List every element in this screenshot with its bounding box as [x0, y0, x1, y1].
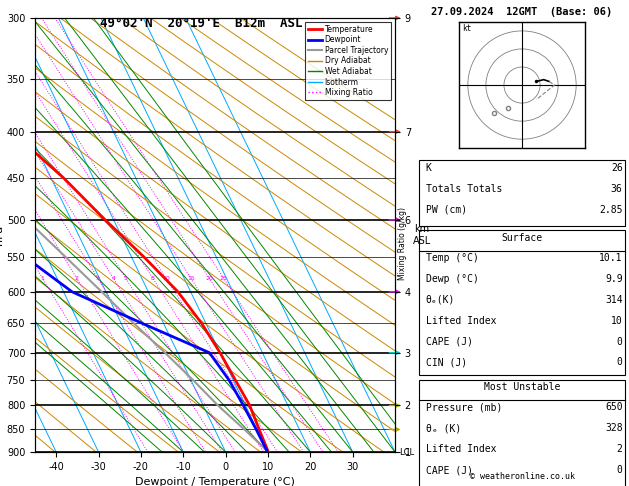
Text: 314: 314	[605, 295, 623, 305]
Text: CAPE (J): CAPE (J)	[426, 465, 473, 475]
X-axis label: Dewpoint / Temperature (°C): Dewpoint / Temperature (°C)	[135, 477, 295, 486]
Legend: Temperature, Dewpoint, Parcel Trajectory, Dry Adiabat, Wet Adiabat, Isotherm, Mi: Temperature, Dewpoint, Parcel Trajectory…	[305, 22, 391, 100]
Text: θₑ (K): θₑ (K)	[426, 423, 461, 434]
Text: Lifted Index: Lifted Index	[426, 316, 496, 326]
Text: 2.85: 2.85	[599, 205, 623, 215]
Text: 27.09.2024  12GMT  (Base: 06): 27.09.2024 12GMT (Base: 06)	[431, 7, 613, 17]
Text: CAPE (J): CAPE (J)	[426, 337, 473, 347]
Text: 2: 2	[75, 276, 79, 281]
Text: 26: 26	[611, 163, 623, 173]
Text: Surface: Surface	[501, 233, 543, 243]
Text: PW (cm): PW (cm)	[426, 205, 467, 215]
Text: 0: 0	[616, 465, 623, 475]
Text: CIN (J): CIN (J)	[426, 358, 467, 367]
Text: 2: 2	[616, 444, 623, 454]
Text: 10: 10	[162, 276, 170, 281]
Text: © weatheronline.co.uk: © weatheronline.co.uk	[469, 472, 574, 481]
Text: 3: 3	[96, 276, 100, 281]
Text: 5: 5	[124, 276, 128, 281]
Text: Most Unstable: Most Unstable	[484, 382, 560, 392]
Text: 1: 1	[41, 276, 45, 281]
Text: Temp (°C): Temp (°C)	[426, 253, 479, 263]
Text: 15: 15	[187, 276, 195, 281]
Y-axis label: hPa: hPa	[0, 225, 4, 245]
Text: θₑ(K): θₑ(K)	[426, 295, 455, 305]
Text: 9.9: 9.9	[605, 274, 623, 284]
Text: 650: 650	[605, 402, 623, 413]
Text: kt: kt	[462, 24, 472, 33]
Text: 20: 20	[205, 276, 213, 281]
Text: 10.1: 10.1	[599, 253, 623, 263]
Text: K: K	[426, 163, 431, 173]
Text: 36: 36	[611, 184, 623, 194]
Text: 328: 328	[605, 423, 623, 434]
Text: 0: 0	[616, 337, 623, 347]
Text: 0: 0	[616, 358, 623, 367]
Text: 10: 10	[611, 316, 623, 326]
Text: Dewp (°C): Dewp (°C)	[426, 274, 479, 284]
Y-axis label: km
ASL: km ASL	[413, 224, 431, 246]
Text: Totals Totals: Totals Totals	[426, 184, 502, 194]
Text: 4: 4	[111, 276, 116, 281]
Text: 49°02'N  20°19'E  B12m  ASL: 49°02'N 20°19'E B12m ASL	[100, 17, 303, 30]
Text: 25: 25	[220, 276, 228, 281]
Text: Lifted Index: Lifted Index	[426, 444, 496, 454]
Text: 8: 8	[151, 276, 155, 281]
Text: LCL: LCL	[399, 448, 415, 456]
Text: Pressure (mb): Pressure (mb)	[426, 402, 502, 413]
Text: Mixing Ratio (g/kg): Mixing Ratio (g/kg)	[398, 207, 407, 279]
